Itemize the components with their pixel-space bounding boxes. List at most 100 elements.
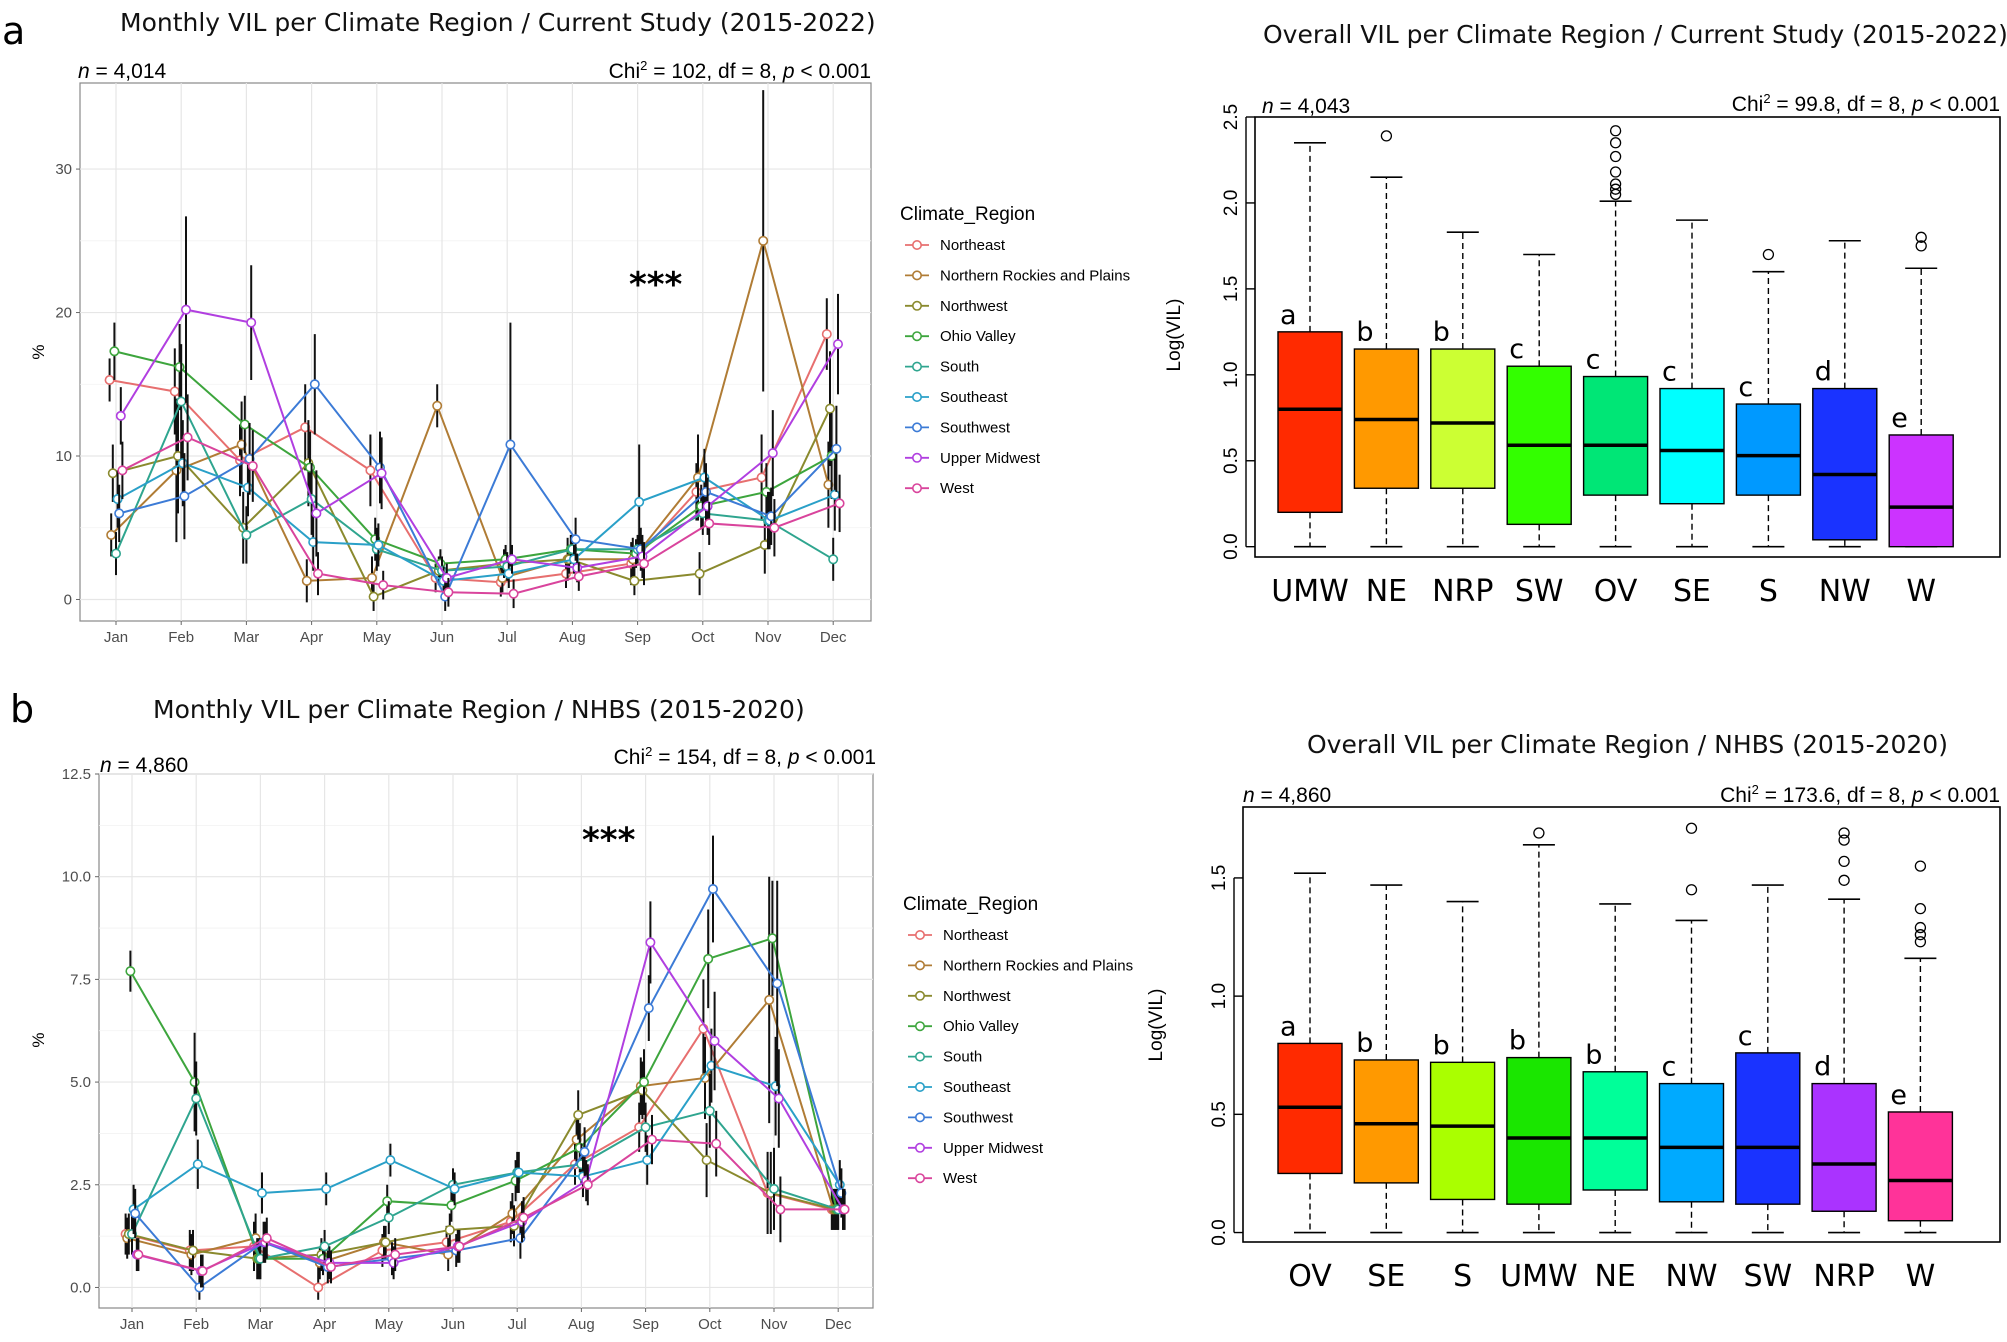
data-point <box>823 479 834 490</box>
x-tick-label: Jan <box>120 1316 144 1333</box>
y-tick-label: 1.0 <box>1221 362 1242 388</box>
stat-superscript: 2 <box>1752 782 1759 797</box>
x-tick-label: Aug <box>559 629 586 646</box>
chi-square-stat: Chi2 = 102, df = 8, p < 0.001 <box>609 58 871 83</box>
stat-p-symbol: p <box>787 746 800 769</box>
legend-item: Northeast <box>908 927 1009 944</box>
data-point <box>443 587 454 598</box>
x-category-label: SW <box>1515 574 1564 609</box>
legend-key-point <box>911 391 922 402</box>
data-point <box>758 235 769 246</box>
x-category-label: W <box>1906 574 1936 609</box>
n-symbol: n <box>1262 95 1274 118</box>
data-point <box>197 1266 208 1277</box>
data-point <box>821 329 832 340</box>
sample-size: n = 4,860 <box>1243 784 1331 807</box>
chart-title: Monthly VIL per Climate Region / Current… <box>120 8 876 37</box>
outlier-point <box>1533 827 1545 839</box>
data-point <box>246 317 257 328</box>
y-ticks: 0.0 0.5 1.0 1.5 <box>1209 865 1243 1246</box>
legend-key-point <box>911 300 922 311</box>
outlier-point <box>1838 874 1850 886</box>
data-point <box>643 1003 654 1014</box>
series-line <box>110 236 830 582</box>
stat-values: = 154, df = 8, <box>652 746 787 769</box>
y-tick-label: 20 <box>55 305 72 322</box>
x-category-label: SW <box>1743 1259 1792 1294</box>
legend-item: West <box>905 480 975 497</box>
n-value: = 4,014 <box>90 60 167 83</box>
series-line <box>118 382 838 599</box>
group-letter: b <box>1509 1026 1526 1057</box>
data-marks: a b b b b c c d e <box>1277 822 1954 1234</box>
data-point <box>518 1212 529 1223</box>
outlier-point <box>1914 921 1927 934</box>
plot-frame <box>98 773 874 1309</box>
data-point <box>311 508 322 519</box>
group-letter: d <box>1814 1052 1831 1083</box>
data-point <box>176 396 187 407</box>
x-tick-label: Sep <box>624 629 651 646</box>
data-point <box>832 339 843 350</box>
box-iqr <box>1658 1082 1725 1203</box>
legend-key-point <box>914 1051 925 1062</box>
legend-item: South <box>908 1049 982 1066</box>
data-marks: a b b c c c c d e <box>1277 125 1954 548</box>
legend-item: Northern Rockies and Plains <box>905 267 1130 284</box>
stat-p-value: < 0.001 <box>1924 93 2000 116</box>
stat-prefix: Chi <box>1732 93 1764 116</box>
series-southwest <box>130 835 847 1300</box>
legend-label: West <box>940 480 975 497</box>
data-point <box>768 1183 779 1194</box>
chart-overall-nhbs: Overall VIL per Climate Region / NHBS (2… <box>1146 730 2001 1294</box>
outlier-point <box>1914 903 1927 915</box>
x-category-label: S <box>1759 574 1778 609</box>
data-point <box>133 1249 144 1260</box>
data-point <box>117 465 128 476</box>
legend-item: West <box>908 1170 978 1187</box>
data-point <box>640 1122 651 1133</box>
x-tick-label: Nov <box>755 629 782 646</box>
data-point <box>634 496 645 507</box>
stat-p-value: < 0.001 <box>1924 784 2000 807</box>
stat-p-symbol: p <box>1911 784 1924 807</box>
data-point <box>192 1159 203 1170</box>
legend-key-point <box>914 1142 925 1153</box>
n-symbol: n <box>78 60 90 83</box>
data-point <box>241 529 252 540</box>
data-point <box>701 1155 712 1166</box>
stat-p-symbol: p <box>782 60 795 83</box>
n-symbol: n <box>100 754 112 777</box>
outlier-point <box>1609 166 1622 178</box>
x-ticks: Jan Feb Mar Apr May Jun Jul Aug Sep Oct Nov Dec <box>120 1308 852 1333</box>
box-nw: d <box>1812 239 1878 548</box>
legend-label: Northern Rockies and Plains <box>940 267 1130 284</box>
legend-title: Climate_Region <box>900 204 1035 225</box>
outlier-point <box>1838 834 1850 846</box>
x-tick-label: May <box>375 1316 404 1333</box>
legend-label: West <box>943 1170 978 1187</box>
y-ticks: 0.0 2.5 5.0 7.5 10.0 12.5 <box>62 766 99 1296</box>
n-symbol: n <box>1243 784 1255 807</box>
outlier-point <box>1838 827 1850 839</box>
x-tick-label: Feb <box>183 1316 209 1333</box>
plot-frame <box>79 82 872 622</box>
data-point <box>694 568 705 579</box>
legend-label: Southwest <box>940 419 1011 436</box>
stat-p-value: < 0.001 <box>800 746 876 769</box>
n-value: = 4,860 <box>112 754 188 777</box>
series-line <box>136 939 844 1273</box>
legend-item: Southeast <box>905 389 1008 406</box>
outlier-point <box>1914 929 1927 941</box>
data-point <box>365 465 376 476</box>
x-tick-label: May <box>363 629 392 646</box>
data-point <box>390 1249 401 1260</box>
y-tick-label: 0 <box>64 591 72 608</box>
outlier-point <box>1838 855 1850 868</box>
stat-prefix: Chi <box>1720 784 1752 807</box>
n-value: = 4,043 <box>1274 95 1350 118</box>
chart-title: Overall VIL per Climate Region / NHBS (2… <box>1307 730 1948 759</box>
legend-key-point <box>911 240 922 251</box>
legend-label: Northern Rockies and Plains <box>943 957 1133 974</box>
